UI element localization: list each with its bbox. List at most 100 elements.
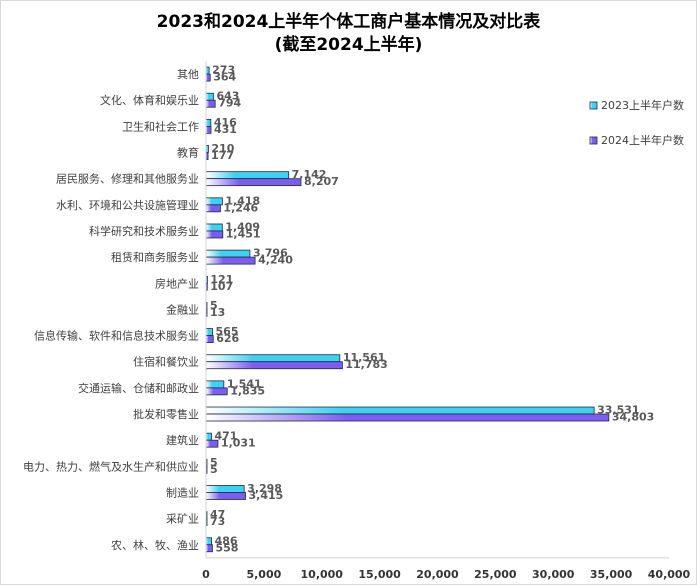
- category-label: 农、林、牧、渔业: [111, 538, 199, 552]
- data-label-2023: 5: [210, 299, 218, 312]
- bar-2023: [205, 197, 223, 206]
- bar-2023: [205, 328, 213, 336]
- category-label: 制造业: [166, 485, 199, 499]
- legend: 2023上半年户数 2024上半年户数: [589, 98, 684, 147]
- data-label-2023: 486: [215, 534, 238, 547]
- bar-2023: [205, 249, 251, 258]
- data-label-2023: 121: [210, 273, 233, 286]
- bar-2024: [205, 99, 216, 108]
- legend-swatch-2023: [589, 101, 598, 110]
- category-label: 卫生和社会工作: [122, 119, 199, 133]
- bar-2024: [205, 73, 211, 82]
- chart-title: 2023和2024上半年个体工商户基本情况及对比表: [156, 12, 541, 32]
- data-label-2024: 13: [210, 306, 225, 319]
- data-label-2024: 626: [216, 332, 239, 345]
- x-tick-label: 30,000: [532, 568, 575, 581]
- category-label: 科学研究和技术服务业: [89, 224, 199, 238]
- data-label-2024: 8,207: [304, 175, 339, 188]
- data-label-2024: 431: [214, 123, 237, 136]
- bar-2024: [205, 335, 214, 343]
- bar-2024: [205, 413, 610, 422]
- bar-2024: [205, 492, 246, 500]
- data-label-2023: 210: [211, 142, 234, 155]
- category-label: 住宿和餐饮业: [133, 355, 199, 369]
- x-tick-label: 5,000: [246, 568, 281, 581]
- bar-2023: [205, 406, 595, 415]
- x-tick-label: 40,000: [648, 568, 691, 581]
- bar-2023: [205, 354, 341, 363]
- bar-2023: [205, 118, 212, 127]
- data-label-2024: 1,246: [223, 201, 258, 214]
- category-label: 房地产业: [155, 276, 199, 290]
- bar-2023: [205, 380, 225, 389]
- data-label-2023: 11,561: [343, 351, 385, 364]
- category-label: 教育: [177, 146, 199, 160]
- bar-2023: [205, 92, 214, 101]
- data-label-2024: 3,415: [249, 489, 284, 502]
- category-label: 其他: [177, 68, 199, 81]
- data-label-2024: 107: [210, 280, 233, 293]
- data-label-2023: 47: [210, 508, 225, 521]
- data-label-2023: 565: [216, 325, 239, 338]
- data-label-2023: 33,531: [597, 404, 639, 417]
- data-label-2024: 5: [210, 463, 218, 476]
- bar-2024: [205, 230, 224, 239]
- data-label-2024: 1,835: [230, 384, 265, 397]
- bar-2023: [205, 485, 245, 493]
- data-label-2023: 471: [214, 430, 237, 443]
- bar-2023: [205, 432, 212, 441]
- x-tick-label: 25,000: [474, 568, 517, 581]
- category-label: 交通运输、仓储和邮政业: [78, 381, 199, 395]
- data-label-2023: 1,409: [225, 220, 260, 233]
- category-label: 批发和零售业: [133, 407, 199, 421]
- bar-2023: [205, 171, 290, 180]
- bar-2023: [205, 223, 223, 232]
- bar-2024: [205, 256, 256, 265]
- data-label-2024: 364: [213, 71, 236, 84]
- legend-swatch-2024: [589, 136, 598, 145]
- x-tick-label: 35,000: [590, 568, 633, 581]
- data-label-2023: 3,796: [253, 247, 288, 260]
- category-label: 居民服务、修理和其他服务业: [56, 172, 199, 186]
- data-labels-group: 2733646437944164312101777,1428,2071,4181…: [210, 64, 654, 555]
- data-label-2024: 558: [215, 541, 238, 554]
- data-label-2023: 7,142: [292, 168, 327, 181]
- bar-2023: [205, 537, 213, 546]
- data-label-2023: 416: [214, 116, 237, 129]
- bar-2024: [205, 204, 221, 213]
- data-label-2023: 3,298: [247, 482, 282, 495]
- data-label-2024: 4,240: [258, 254, 293, 267]
- data-label-2024: 34,803: [612, 411, 654, 424]
- legend-label-2024: 2024上半年户数: [601, 133, 684, 147]
- x-tick-label: 20,000: [416, 568, 459, 581]
- category-labels-group: 其他文化、体育和娱乐业卫生和社会工作教育居民服务、修理和其他服务业水利、环境和公…: [23, 68, 199, 552]
- data-label-2024: 1,031: [221, 437, 256, 450]
- category-label: 建筑业: [166, 433, 199, 447]
- legend-label-2023: 2023上半年户数: [601, 98, 684, 112]
- x-tick-label: 10,000: [301, 568, 344, 581]
- data-label-2024: 11,783: [345, 358, 387, 371]
- data-label-2023: 273: [212, 64, 235, 77]
- x-axis-group: 0 5,000 10,000 15,000 20,000 25,000 30,000 35,0…: [202, 61, 691, 581]
- category-label: 水利、环境和公共设施管理业: [56, 198, 199, 212]
- data-label-2023: 1,418: [225, 194, 260, 207]
- x-tick-label: 15,000: [358, 568, 401, 581]
- data-label-2023: 1,541: [227, 377, 262, 390]
- data-label-2024: 1,451: [226, 227, 261, 240]
- category-label: 电力、热力、燃气及水生产和供应业: [23, 459, 199, 473]
- data-label-2024: 73: [210, 515, 225, 528]
- bar-2024: [205, 125, 212, 134]
- data-label-2023: 643: [216, 90, 239, 103]
- category-label: 文化、体育和娱乐业: [100, 93, 199, 107]
- data-label-2024: 177: [211, 149, 234, 162]
- x-tick-label: 0: [202, 568, 210, 581]
- category-label: 采矿业: [166, 513, 199, 526]
- category-label: 租赁和商务服务业: [111, 250, 199, 264]
- bar-2024: [205, 178, 302, 187]
- category-label: 金融业: [166, 302, 199, 316]
- bar-2024: [205, 361, 343, 370]
- category-label: 信息传输、软件和信息技术服务业: [34, 329, 199, 343]
- data-label-2024: 794: [218, 97, 241, 110]
